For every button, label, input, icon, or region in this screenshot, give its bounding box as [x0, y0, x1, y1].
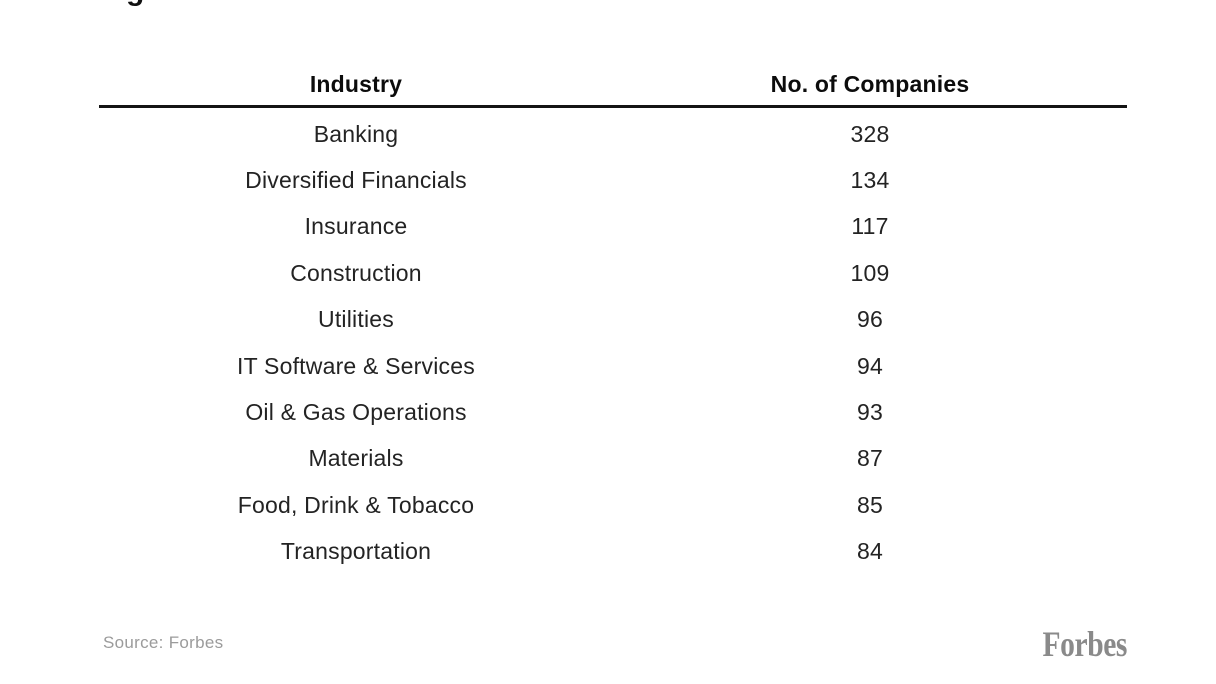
companies-cell: 84: [857, 538, 883, 565]
industry-cell: IT Software & Services: [237, 352, 475, 379]
table-row: Transportation 84: [99, 529, 1127, 575]
industry-cell: Diversified Financials: [245, 167, 467, 194]
companies-cell: 94: [857, 352, 883, 379]
companies-cell: 85: [857, 491, 883, 518]
industry-table: Industry No. of Companies Banking 328 Dive…: [99, 64, 1127, 575]
table-row: IT Software & Services 94: [99, 343, 1127, 389]
table-row: Oil & Gas Operations 93: [99, 389, 1127, 435]
table-row: Insurance 117: [99, 204, 1127, 250]
table-row: Materials 87: [99, 436, 1127, 482]
companies-cell: 117: [851, 213, 889, 240]
industry-cell: Food, Drink & Tobacco: [237, 491, 475, 518]
industry-cell: Insurance: [304, 213, 408, 240]
industry-cell: Construction: [290, 259, 422, 286]
table-row: Diversified Financials 134: [99, 157, 1127, 203]
table-row: Utilities 96: [99, 297, 1127, 343]
companies-cell: 93: [857, 399, 883, 426]
companies-cell: 96: [857, 306, 883, 333]
industry-cell: Oil & Gas Operations: [245, 399, 467, 426]
table-header-row: Industry No. of Companies: [99, 64, 1127, 108]
industry-cell: Utilities: [318, 306, 394, 333]
industry-cell: Transportation: [280, 538, 432, 565]
table-row: Construction 109: [99, 250, 1127, 296]
cropped-title-glyph: g: [126, 0, 148, 6]
column-header-industry: Industry: [309, 71, 403, 97]
companies-cell: 134: [850, 167, 890, 194]
companies-cell: 87: [857, 445, 883, 472]
companies-cell: 328: [850, 120, 890, 147]
table-row: Banking 328: [99, 111, 1127, 157]
source-caption: Source: Forbes: [103, 633, 224, 652]
forbes-logo: Forbes: [1042, 624, 1128, 664]
industry-cell: Materials: [308, 445, 404, 472]
companies-cell: 109: [850, 259, 890, 286]
column-header-companies: No. of Companies: [770, 71, 970, 97]
table-body: Banking 328 Diversified Financials 134 Insur…: [99, 108, 1127, 575]
table-row: Food, Drink & Tobacco 85: [99, 482, 1127, 528]
cropped-title-fragment: g: [126, 0, 148, 6]
industry-cell: Banking: [313, 120, 399, 147]
